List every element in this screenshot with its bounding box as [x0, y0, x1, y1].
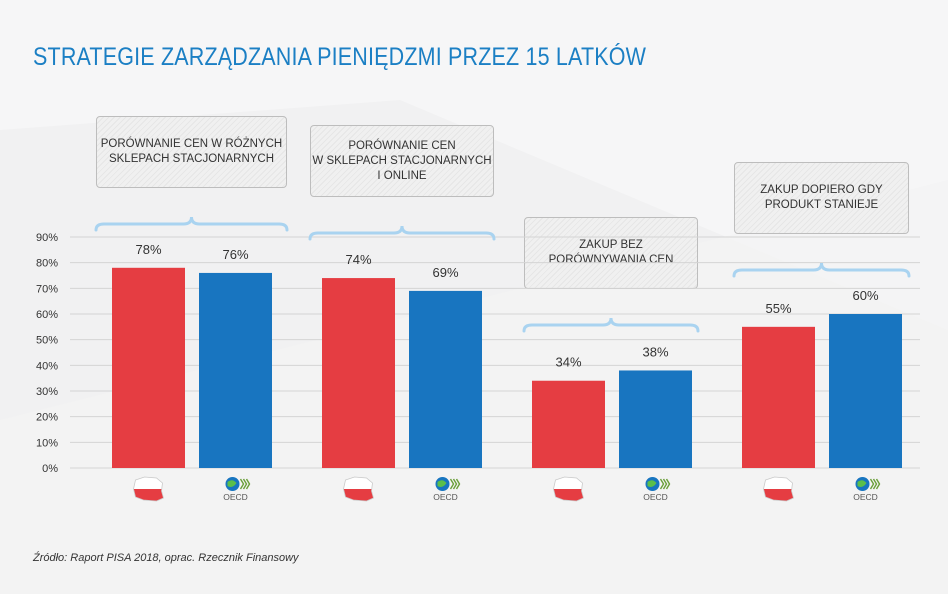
poland-flag-map-icon [343, 476, 374, 502]
oecd-logo-icon: OECD [433, 477, 461, 502]
group-bracket [732, 262, 911, 278]
group-bracket [308, 225, 496, 241]
bar-oecd [619, 370, 692, 468]
data-label: 76% [222, 247, 248, 262]
poland-flag-map-icon [133, 476, 164, 502]
data-label: 55% [765, 301, 791, 316]
oecd-logo-icon: OECD [223, 477, 251, 502]
y-tick-label: 30% [36, 386, 58, 398]
oecd-logo-text: OECD [433, 492, 458, 502]
category-label: PORÓWNANIE CEN W SKLEPACH STACJONARNYCH … [312, 139, 492, 182]
y-tick-label: 10% [36, 437, 58, 449]
category-label-box: PORÓWNANIE CEN W RÓŻNYCH SKLEPACH STACJO… [96, 116, 287, 188]
y-tick-label: 20% [36, 412, 58, 424]
group-bracket [522, 317, 700, 333]
bar-poland [532, 380, 605, 468]
data-label: 74% [345, 252, 371, 267]
category-label: PORÓWNANIE CEN W RÓŻNYCH SKLEPACH STACJO… [100, 138, 283, 165]
oecd-logo-text: OECD [643, 492, 668, 502]
poland-flag-map-icon [763, 476, 794, 502]
bar-oecd [409, 290, 482, 468]
category-label: ZAKUP DOPIERO GDY PRODUKT STANIEJE [760, 184, 883, 211]
y-tick-label: 80% [36, 258, 58, 270]
data-label: 69% [432, 265, 458, 280]
bar-poland [322, 278, 395, 468]
y-tick-label: 90% [36, 232, 58, 244]
y-tick-label: 60% [36, 309, 58, 321]
y-tick-label: 40% [36, 360, 58, 372]
bar-oecd [829, 314, 902, 468]
y-tick-label: 0% [42, 463, 58, 475]
category-label: ZAKUP BEZ PORÓWNYWANIA CEN [548, 239, 674, 266]
data-label: 60% [852, 288, 878, 303]
group-bracket [94, 216, 289, 232]
category-label-box: ZAKUP DOPIERO GDY PRODUKT STANIEJE [734, 162, 909, 234]
data-label: 38% [642, 344, 668, 359]
bar-oecd [199, 272, 272, 468]
data-label: 34% [555, 355, 581, 370]
bar-poland [112, 267, 185, 468]
page-title: STRATEGIE ZARZĄDZANIA PIENIĘDZMI PRZEZ 1… [33, 43, 647, 71]
oecd-logo-icon: OECD [643, 477, 671, 502]
bar-poland [742, 326, 815, 468]
y-tick-label: 70% [36, 283, 58, 295]
oecd-logo-icon: OECD [853, 477, 881, 502]
poland-flag-map-icon [553, 476, 584, 502]
category-label-box: PORÓWNANIE CEN W SKLEPACH STACJONARNYCH … [310, 125, 494, 197]
source-note: Źródło: Raport PISA 2018, oprac. Rzeczni… [33, 552, 299, 564]
oecd-logo-text: OECD [853, 492, 878, 502]
y-tick-label: 50% [36, 335, 58, 347]
data-label: 78% [135, 242, 161, 257]
oecd-logo-text: OECD [223, 492, 248, 502]
